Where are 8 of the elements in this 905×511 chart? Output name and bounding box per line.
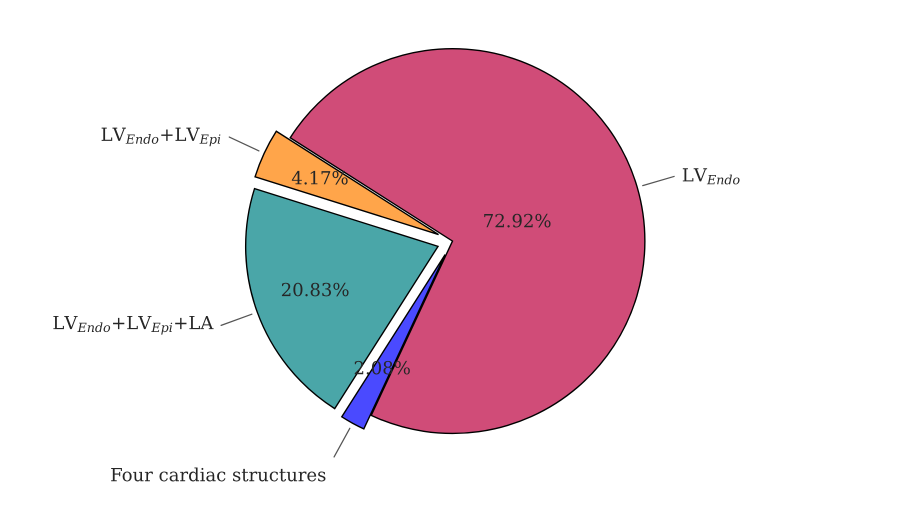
slice-label: LV$_{Endo}$ [682,168,740,184]
data-label: 20.83% [282,282,349,296]
data-label: 2.08% [354,360,410,374]
slice-label: LV$_{Endo}$+LV$_{Epi}$ [102,128,220,146]
data-label: 72.92% [484,214,551,228]
slice-label: LV$_{Endo}$+LV$_{Epi}$+LA [53,316,214,335]
slice-label: Four cardiac structures [111,467,326,482]
data-label: 4.17% [292,170,348,185]
